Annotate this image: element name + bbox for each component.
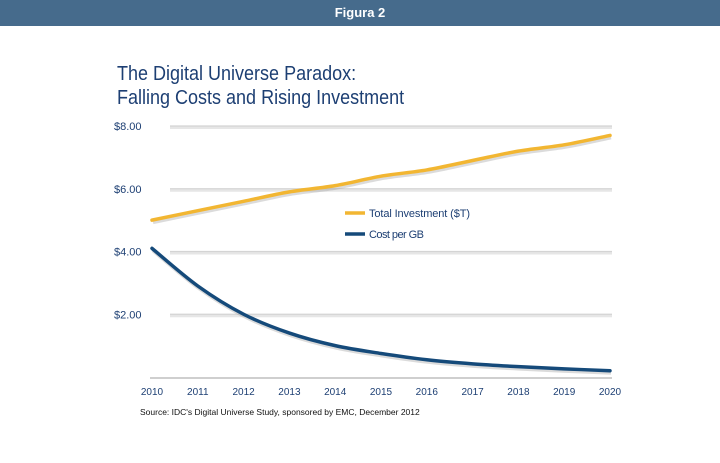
y-tick-label: $6.00 [114, 184, 142, 196]
x-tick-label: 2018 [507, 387, 530, 398]
legend-label: Cost per GB [369, 229, 424, 241]
figure-header: Figura 2 [0, 0, 720, 26]
x-tick-label: 2014 [324, 387, 347, 398]
x-tick-label: 2010 [141, 387, 164, 398]
chart-title-line2: Falling Costs and Rising Investment [117, 87, 405, 109]
y-tick-label: $2.00 [114, 309, 142, 321]
y-tick-label: $4.00 [114, 247, 142, 259]
chart-source: Source: IDC's Digital Universe Study, sp… [140, 407, 420, 417]
chart-title-line1: The Digital Universe Paradox: [117, 63, 357, 85]
x-tick-label: 2015 [370, 387, 393, 398]
chart-title: The Digital Universe Paradox: Falling Co… [117, 62, 404, 110]
x-tick-label: 2016 [416, 387, 439, 398]
x-tick-label: 2017 [461, 387, 484, 398]
x-tick-label: 2013 [278, 387, 301, 398]
x-tick-label: 2011 [187, 387, 209, 398]
series-line-cost-per-gb [150, 246, 612, 373]
legend-label: Total Investment ($T) [369, 208, 470, 220]
y-tick-label: $8.00 [114, 121, 142, 133]
figure-label: Figura 2 [334, 5, 386, 20]
x-tick-label: 2020 [599, 387, 622, 398]
series-shadow [152, 135, 612, 225]
x-tick-label: 2019 [553, 387, 576, 398]
x-tick-label: 2012 [232, 387, 255, 398]
